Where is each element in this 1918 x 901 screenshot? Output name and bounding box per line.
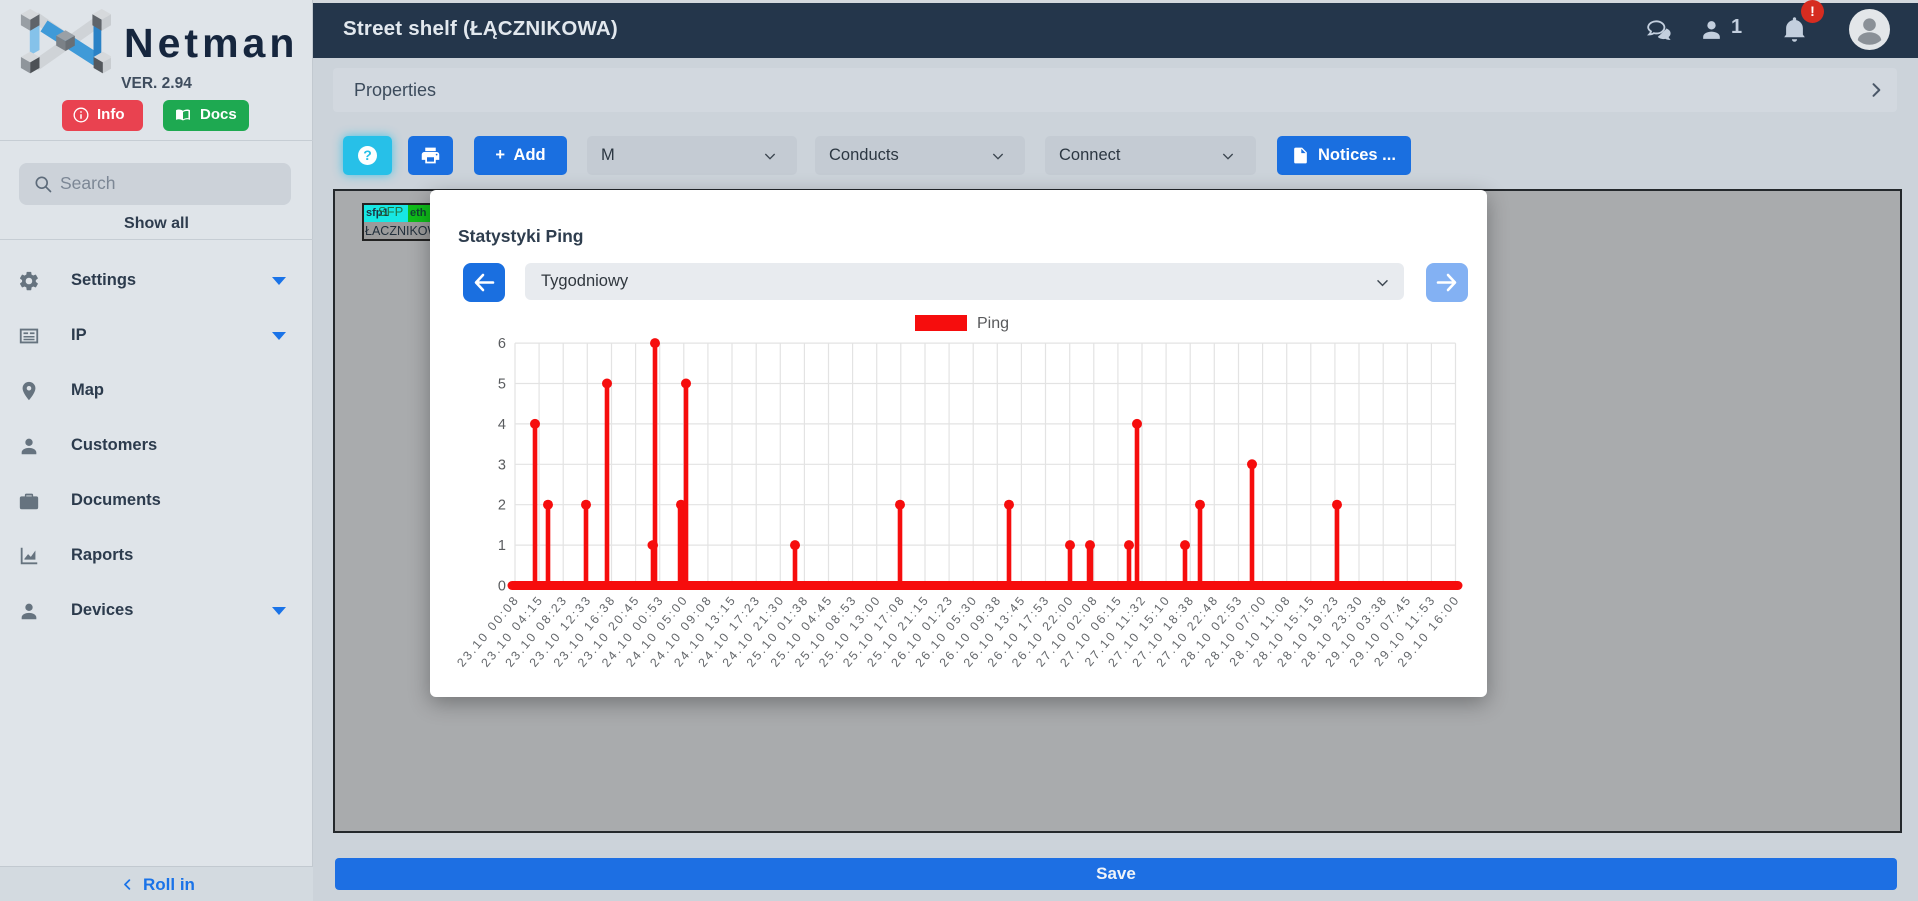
svg-text:3: 3 bbox=[498, 457, 506, 473]
svg-text:2: 2 bbox=[498, 498, 506, 514]
svg-text:0: 0 bbox=[498, 579, 506, 595]
svg-text:6: 6 bbox=[498, 336, 506, 352]
svg-text:1: 1 bbox=[498, 538, 506, 554]
svg-text:5: 5 bbox=[498, 377, 506, 393]
svg-text:4: 4 bbox=[498, 417, 506, 433]
